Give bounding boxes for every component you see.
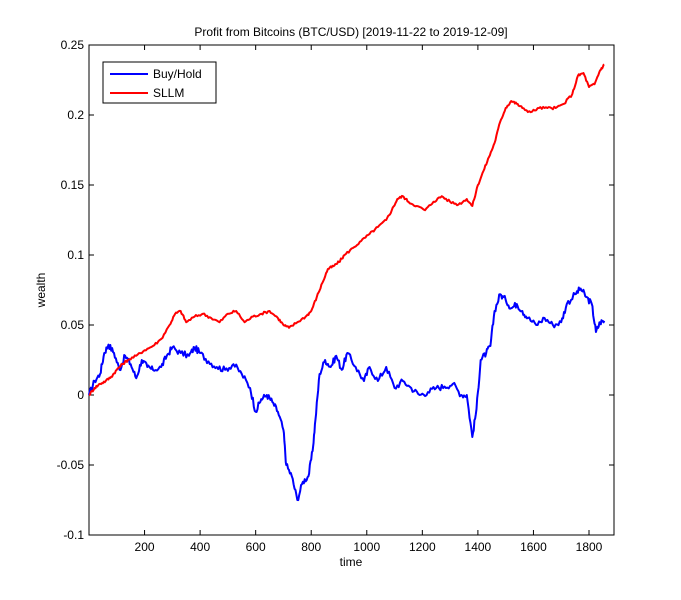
series-line-buy-hold	[88, 286, 606, 502]
x-tick-label: 400	[190, 540, 210, 554]
x-tick-label: 600	[246, 540, 266, 554]
y-tick-label: 0.15	[61, 178, 85, 192]
y-tick-label: 0.2	[67, 108, 84, 122]
legend-label-buy-hold: Buy/Hold	[153, 67, 202, 81]
legend: Buy/Hold SLLM	[102, 61, 217, 104]
legend-label-sllm: SLLM	[153, 86, 184, 100]
y-axis-label: wealth	[34, 273, 48, 309]
x-tick-label: 1400	[465, 540, 492, 554]
y-tick-label: 0.1	[67, 248, 84, 262]
x-tick-label: 800	[301, 540, 321, 554]
x-tick-label: 200	[135, 540, 155, 554]
legend-box	[102, 61, 217, 104]
y-axis-ticks: -0.1 -0.05 0 0.05 0.1 0.15 0.2 0.25	[57, 38, 614, 542]
plot-area	[88, 44, 615, 536]
y-tick-label: -0.05	[57, 458, 85, 472]
x-tick-label: 1800	[576, 540, 603, 554]
chart-title: Profit from Bitcoins (BTC/USD) [2019-11-…	[194, 25, 507, 39]
x-tick-label: 1200	[409, 540, 436, 554]
x-tick-label: 1000	[353, 540, 380, 554]
y-tick-label: 0.25	[61, 38, 85, 52]
x-axis-label: time	[340, 555, 363, 569]
y-tick-label: 0.05	[61, 318, 85, 332]
y-tick-label: -0.1	[63, 528, 84, 542]
series-lines	[88, 63, 606, 502]
y-tick-label: 0	[77, 388, 84, 402]
x-tick-label: 1600	[520, 540, 547, 554]
series-line-sllm	[88, 63, 605, 396]
x-axis-ticks: 200 400 600 800 1000 1200 1400 1600 1800	[135, 45, 603, 554]
